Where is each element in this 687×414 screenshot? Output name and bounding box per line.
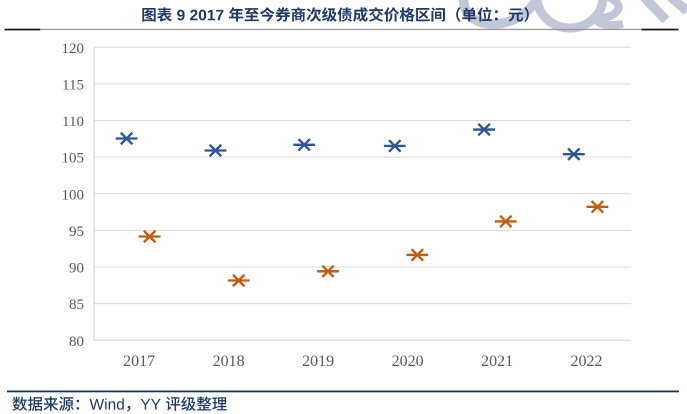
svg-text:95: 95 bbox=[69, 224, 84, 240]
svg-text:105: 105 bbox=[62, 151, 85, 167]
svg-text:110: 110 bbox=[62, 114, 84, 130]
svg-text:2021: 2021 bbox=[481, 353, 513, 370]
svg-text:2020: 2020 bbox=[392, 353, 424, 370]
svg-text:90: 90 bbox=[69, 261, 84, 277]
svg-text:85: 85 bbox=[69, 297, 84, 313]
svg-text:80: 80 bbox=[69, 334, 84, 350]
svg-text:2019: 2019 bbox=[302, 353, 334, 370]
svg-text:2022: 2022 bbox=[571, 353, 603, 370]
svg-text:2018: 2018 bbox=[213, 353, 245, 370]
svg-text:2017: 2017 bbox=[123, 353, 155, 370]
svg-text:120: 120 bbox=[62, 41, 85, 57]
svg-text:100: 100 bbox=[62, 187, 85, 203]
svg-text:115: 115 bbox=[62, 77, 84, 93]
